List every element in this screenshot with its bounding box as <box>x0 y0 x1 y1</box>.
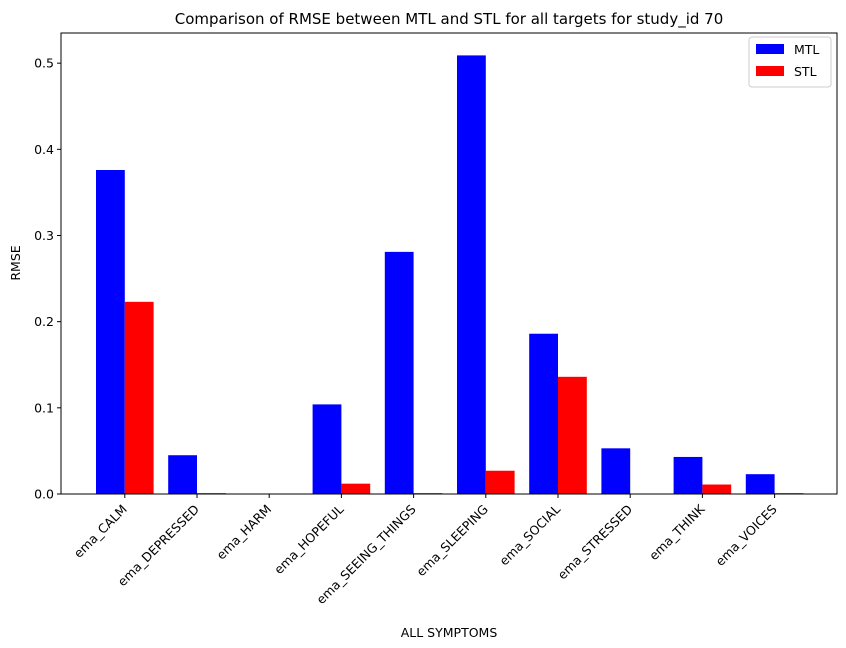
x-tick-label: ema_HARM <box>213 502 274 563</box>
y-tick-label: 0.0 <box>34 487 54 502</box>
bar-stl-ema-sleeping <box>485 470 515 494</box>
bar-mtl-ema-hopeful <box>312 404 342 494</box>
bar-stl-ema-social <box>558 376 587 494</box>
x-axis-label: ALL SYMPTOMS <box>401 625 498 640</box>
legend-swatch-mtl <box>756 44 784 54</box>
bar-mtl-ema-voices <box>745 474 775 494</box>
x-tick-label: ema_SOCIAL <box>496 501 563 568</box>
y-tick-label: 0.2 <box>34 314 54 329</box>
legend-swatch-stl <box>756 66 784 76</box>
legend-label-mtl: MTL <box>794 42 819 57</box>
x-tick-label: ema_STRESSED <box>554 502 635 583</box>
plot-frame <box>60 32 838 495</box>
bar-mtl-ema-depressed <box>168 455 197 494</box>
bars <box>96 55 804 495</box>
bar-stl-ema-calm <box>124 301 154 494</box>
y-tick-label: 0.1 <box>34 400 54 415</box>
bar-mtl-ema-sleeping <box>457 55 486 495</box>
x-tick-label: ema_SLEEPING <box>413 502 491 580</box>
y-tick-label: 0.5 <box>34 56 54 71</box>
bar-mtl-ema-seeing-things <box>384 251 414 494</box>
bar-stl-ema-hopeful <box>341 483 371 494</box>
y-tick-label: 0.3 <box>34 228 54 243</box>
y-tick-label: 0.4 <box>34 142 54 157</box>
x-tick-label: ema_THINK <box>646 501 708 563</box>
x-tick-label: ema_HOPEFUL <box>271 501 347 577</box>
bar-mtl-ema-stressed <box>601 448 631 494</box>
bar-stl-ema-think <box>702 484 732 494</box>
chart-title: Comparison of RMSE between MTL and STL f… <box>175 10 724 29</box>
bar-mtl-ema-think <box>673 456 703 494</box>
x-tick-label: ema_DEPRESSED <box>115 502 203 590</box>
bar-mtl-ema-social <box>529 333 558 494</box>
legend-label-stl: STL <box>794 64 817 79</box>
x-tick-label: ema_VOICES <box>712 501 779 568</box>
y-axis-label: RMSE <box>8 245 23 280</box>
bar-mtl-ema-calm <box>96 170 125 494</box>
x-tick-label: ema_CALM <box>71 502 130 561</box>
legend: MTL STL <box>748 36 832 88</box>
